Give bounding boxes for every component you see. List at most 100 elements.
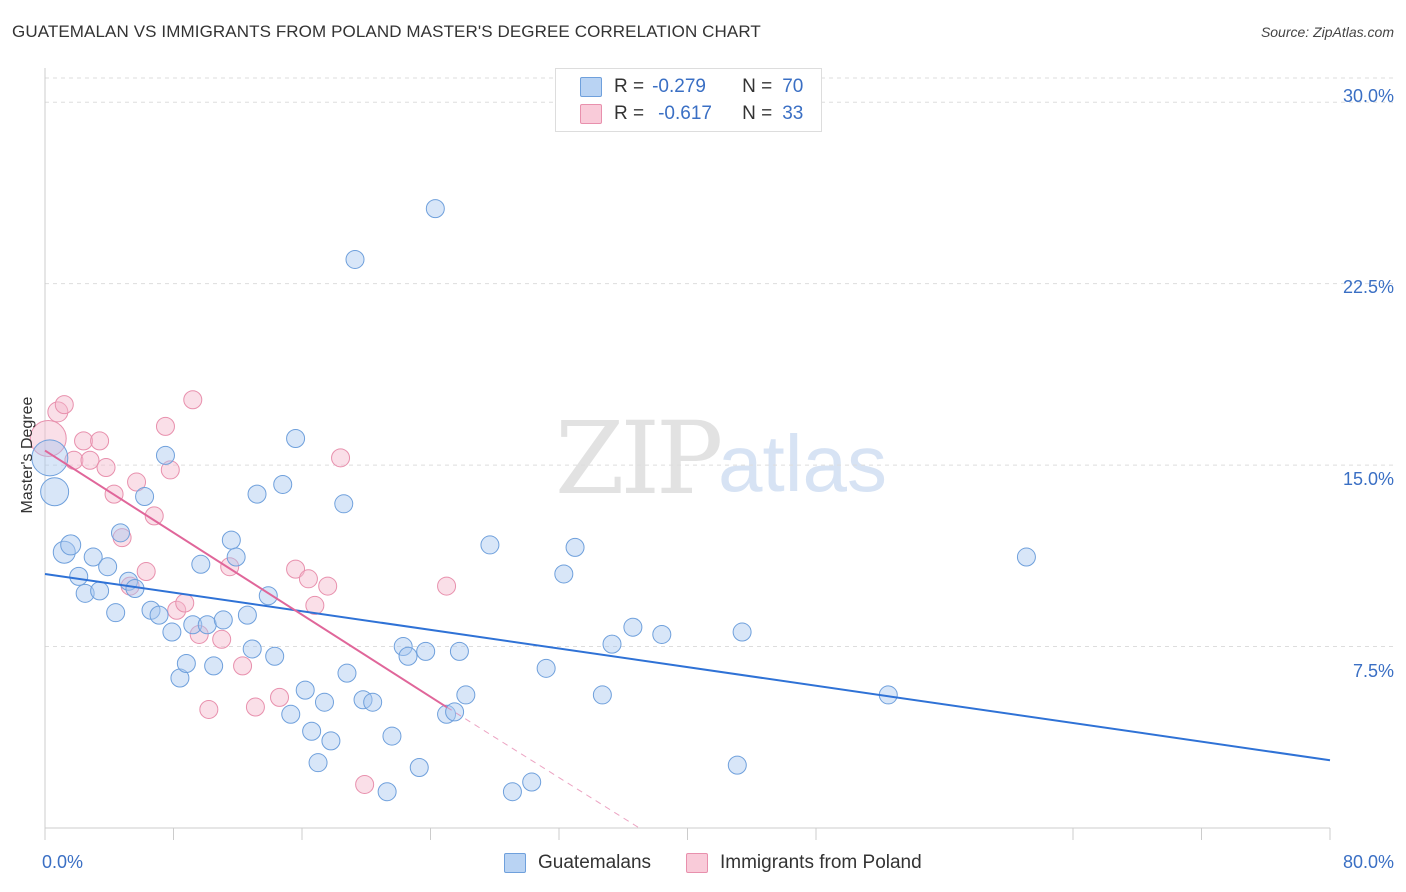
legend-label: Immigrants from Poland	[720, 852, 922, 873]
guatemalan-point	[221, 530, 241, 550]
n-label: N =	[742, 103, 773, 124]
guatemalan-point	[652, 624, 672, 644]
guatemalan-point	[302, 721, 322, 741]
r-value: -0.617	[658, 103, 712, 124]
guatemalan-point	[273, 474, 293, 494]
poland-point	[167, 600, 187, 620]
y-tick-label: 30.0%	[1342, 86, 1394, 106]
guatemalan-point	[554, 564, 574, 584]
guatemalan-point	[90, 581, 110, 601]
x-max-label: 80.0%	[1342, 852, 1394, 872]
n-value: 70	[782, 76, 804, 97]
grid-lines	[45, 77, 1395, 648]
guatemalan-point	[197, 615, 217, 635]
guatemalan-point	[295, 680, 315, 700]
poland-point	[175, 593, 195, 613]
pink-swatch	[580, 104, 602, 124]
blue-swatch	[580, 77, 602, 97]
guatemalan-point	[191, 554, 211, 574]
y-tick-label: 22.5%	[1342, 277, 1394, 297]
x-min-label: 0.0%	[42, 852, 84, 872]
guatemalan-point	[398, 646, 418, 666]
guatemalan-point	[565, 537, 585, 557]
guatemalan-point	[416, 641, 436, 661]
poland-point	[96, 458, 116, 478]
guatemalan-point	[1016, 547, 1036, 567]
guatemalan-point	[40, 477, 70, 507]
guatemalan-point	[727, 755, 747, 775]
guatemalan-point	[393, 637, 413, 657]
series-guatemalans-points	[31, 199, 1036, 802]
poland-point	[189, 624, 209, 644]
watermark-atlas: atlas	[718, 419, 887, 508]
guatemalan-point	[213, 610, 233, 630]
guatemalan-point	[31, 439, 69, 477]
legend-item-guatemalans[interactable]: Guatemalans	[504, 852, 651, 874]
poland-point	[331, 448, 351, 468]
guatemalan-point	[377, 782, 397, 802]
guatemalan-point	[502, 782, 522, 802]
poland-point	[47, 401, 69, 423]
guatemalan-point	[314, 692, 334, 712]
y-tick-label: 15.0%	[1342, 469, 1394, 489]
pink-swatch	[686, 853, 708, 873]
chart-source: Source: ZipAtlas.com	[1260, 24, 1394, 40]
poland-point	[437, 576, 457, 596]
guatemalan-point	[149, 605, 169, 625]
guatemalan-point	[449, 641, 469, 661]
guatemalan-point	[480, 535, 500, 555]
guatemalan-point	[321, 731, 341, 751]
poland-point	[136, 562, 156, 582]
guatemalan-point	[265, 646, 285, 666]
trend-lines	[44, 449, 1331, 829]
guatemalan-point	[445, 702, 465, 722]
poland-point	[80, 450, 100, 470]
guatemalan-point	[522, 772, 542, 792]
guatemalan-point	[732, 622, 752, 642]
chart-title: GUATEMALAN VS IMMIGRANTS FROM POLAND MAS…	[12, 22, 761, 41]
poland-point	[212, 629, 232, 649]
guatemalan-point	[237, 605, 257, 625]
poland-point	[155, 416, 175, 436]
series-poland-points	[29, 390, 457, 794]
guatemalan-point	[592, 685, 612, 705]
guatemalan-point	[602, 634, 622, 654]
legend-row-poland: R = -0.617 N = 33	[580, 102, 803, 126]
guatemalan-point	[425, 199, 445, 219]
guatemalan-point	[106, 603, 126, 623]
guatemalan-point	[536, 658, 556, 678]
guatemalan-point	[456, 685, 476, 705]
axes	[44, 68, 1331, 840]
r-label: R =	[614, 76, 645, 97]
poland-point	[29, 419, 67, 457]
poland-point	[318, 576, 338, 596]
poland-point	[183, 390, 203, 410]
guatemalan-point	[247, 484, 267, 504]
guatemalan-point	[183, 615, 203, 635]
y-tick-label: 7.5%	[1352, 661, 1394, 681]
guatemalan-point	[345, 249, 365, 269]
poland-trend-extension	[446, 706, 640, 829]
guatemalan-point	[623, 617, 643, 637]
poland-point	[245, 697, 265, 717]
poland-point	[305, 595, 325, 615]
poland-point	[286, 559, 306, 579]
watermark-zip: ZIP	[555, 400, 723, 517]
legend-item-poland[interactable]: Immigrants from Poland	[686, 852, 922, 874]
guatemalan-point	[69, 566, 89, 586]
guatemalan-point	[60, 534, 82, 556]
guatemalan-point	[83, 547, 103, 567]
guatemalan-point	[286, 428, 306, 448]
poland-point	[355, 774, 375, 794]
n-value: 33	[782, 103, 804, 124]
poland-point	[199, 699, 219, 719]
guatemalan-point	[382, 726, 402, 746]
poland-point	[90, 431, 110, 451]
guatemalan-point	[242, 639, 262, 659]
poland-point	[298, 569, 318, 589]
legend-label: Guatemalans	[538, 852, 652, 873]
guatemalan-point	[162, 622, 182, 642]
y-axis-label: Master's Degree	[19, 396, 36, 514]
poland-point	[127, 472, 147, 492]
